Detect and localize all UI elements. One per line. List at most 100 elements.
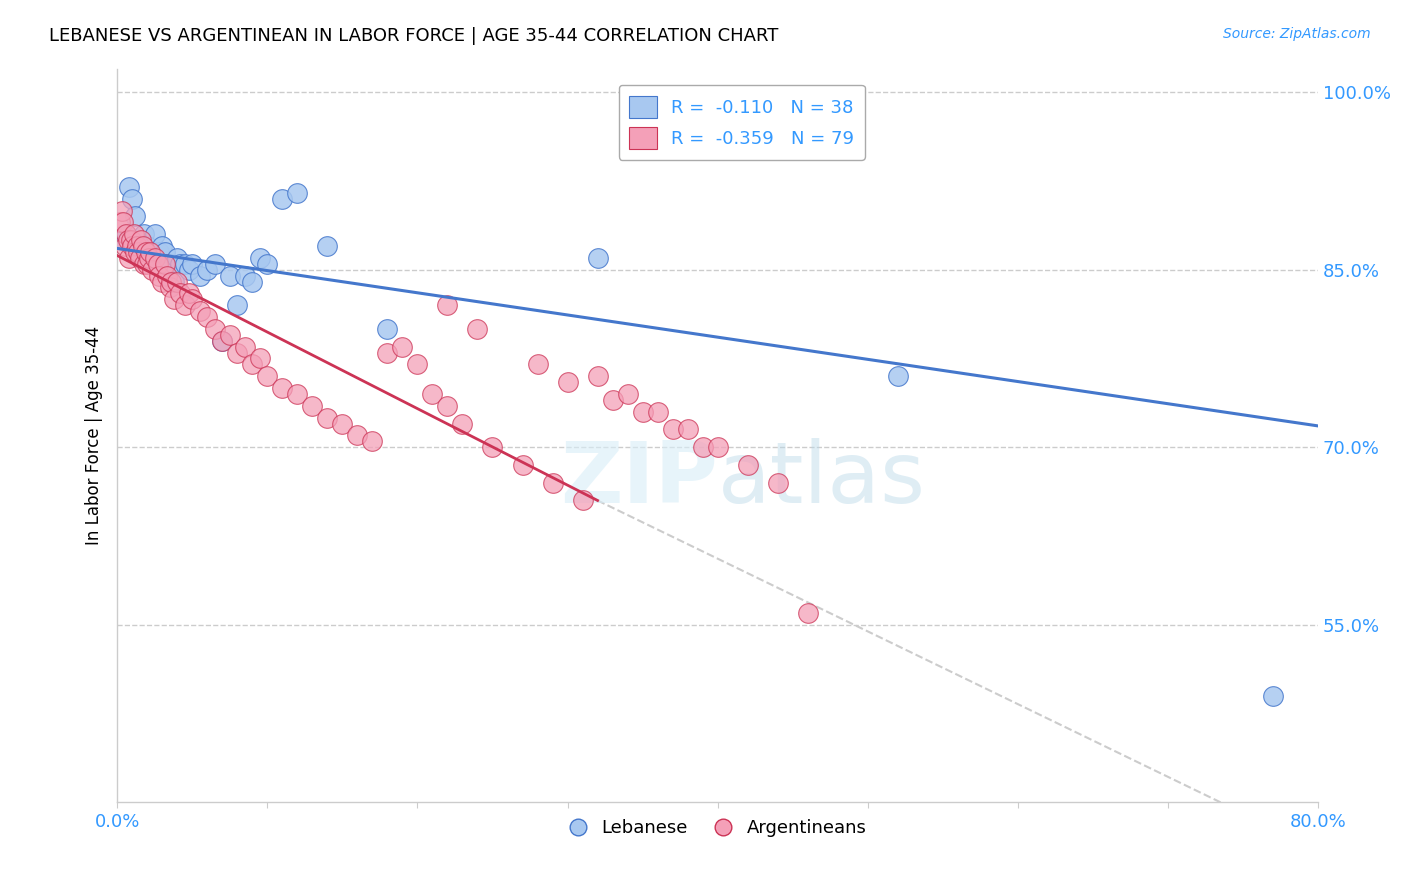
Point [128,251,150,265]
Point [256,369,278,384]
Point [111,233,134,247]
Point [249,351,271,366]
Point [118,179,141,194]
Point [240,358,263,372]
Point [134,227,156,242]
Point [120,233,142,247]
Point [146,257,169,271]
Point [204,322,226,336]
Point [121,192,143,206]
Point [179,262,201,277]
Point [117,233,139,247]
Point [316,410,339,425]
Point [159,257,181,271]
Point [647,405,669,419]
Point [179,286,201,301]
Point [226,345,249,359]
Point [436,298,458,312]
Point [181,293,204,307]
Point [121,239,143,253]
Point [136,239,159,253]
Point [118,251,141,265]
Point [436,399,458,413]
Point [616,387,638,401]
Point [706,440,728,454]
Point [512,458,534,472]
Point [218,268,240,283]
Point [169,286,191,301]
Point [285,387,308,401]
Point [256,257,278,271]
Point [143,227,166,242]
Point [115,227,138,242]
Point [571,493,593,508]
Point [692,440,714,454]
Text: atlas: atlas [717,438,925,521]
Point [766,475,789,490]
Point [127,244,149,259]
Point [139,244,162,259]
Y-axis label: In Labor Force | Age 35-44: In Labor Force | Age 35-44 [86,326,103,545]
Point [173,257,195,271]
Point [316,239,339,253]
Point [661,422,683,436]
Point [226,298,249,312]
Point [122,227,145,242]
Point [132,239,155,253]
Point [1261,689,1284,703]
Point [141,262,163,277]
Point [155,244,177,259]
Point [249,251,271,265]
Point [467,322,489,336]
Point [887,369,910,384]
Point [155,257,177,271]
Point [112,215,135,229]
Legend: Lebanese, Argentineans: Lebanese, Argentineans [561,812,875,845]
Text: LEBANESE VS ARGENTINEAN IN LABOR FORCE | AGE 35-44 CORRELATION CHART: LEBANESE VS ARGENTINEAN IN LABOR FORCE |… [49,27,779,45]
Point [218,327,240,342]
Point [195,310,218,324]
Point [204,257,226,271]
Point [796,606,818,620]
Point [129,244,152,259]
Point [233,268,256,283]
Point [156,268,179,283]
Point [285,186,308,200]
Point [301,399,323,413]
Point [139,251,162,265]
Point [111,203,134,218]
Point [211,334,233,348]
Point [135,244,157,259]
Point [166,275,188,289]
Point [150,239,173,253]
Point [332,417,354,431]
Point [361,434,384,449]
Point [481,440,503,454]
Point [138,251,160,265]
Point [602,392,624,407]
Point [451,417,474,431]
Point [125,239,148,253]
Text: ZIP: ZIP [560,438,717,521]
Point [346,428,368,442]
Point [586,251,609,265]
Point [108,215,131,229]
Point [240,275,263,289]
Point [377,322,399,336]
Point [124,244,146,259]
Point [406,358,429,372]
Point [557,375,579,389]
Point [188,304,211,318]
Point [129,233,152,247]
Point [134,257,156,271]
Point [127,239,149,253]
Point [169,257,191,271]
Point [541,475,564,490]
Point [586,369,609,384]
Text: Source: ZipAtlas.com: Source: ZipAtlas.com [1223,27,1371,41]
Point [422,387,444,401]
Point [159,280,181,294]
Point [136,257,159,271]
Point [124,210,146,224]
Point [737,458,759,472]
